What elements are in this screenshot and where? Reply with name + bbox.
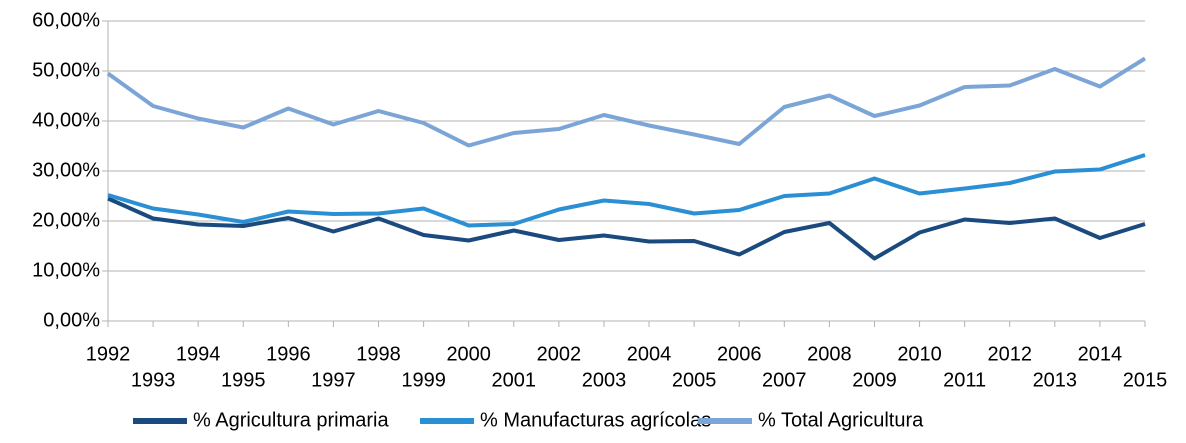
x-tick-label: 2003 — [582, 369, 627, 391]
x-tick-label: 1993 — [131, 369, 176, 391]
x-tick-label: 2001 — [492, 369, 537, 391]
x-tick-label: 2010 — [897, 343, 942, 365]
series-line — [107, 153, 1146, 228]
series-line — [106, 56, 1147, 148]
x-tick-label: 1995 — [221, 369, 266, 391]
legend-label: % Manufacturas agrícolas — [480, 409, 711, 431]
x-tick-label: 2002 — [537, 343, 582, 365]
x-tick-label: 2015 — [1123, 369, 1168, 391]
x-tick-label: 2013 — [1033, 369, 1078, 391]
x-tick-label: 2006 — [717, 343, 762, 365]
y-tick-label: 60,00% — [32, 9, 100, 31]
x-tick-label: 2008 — [807, 343, 852, 365]
x-tick-label: 1994 — [176, 343, 221, 365]
x-tick-label: 2014 — [1078, 343, 1123, 365]
x-tick-label: 1998 — [356, 343, 401, 365]
x-tick-label: 2004 — [627, 343, 672, 365]
x-tick-label: 2012 — [987, 343, 1032, 365]
y-tick-label: 10,00% — [32, 259, 100, 281]
x-tick-label: 2009 — [852, 369, 897, 391]
y-tick-label: 30,00% — [32, 159, 100, 181]
x-tick-label: 2007 — [762, 369, 807, 391]
x-tick-label: 1992 — [86, 343, 131, 365]
x-tick-label: 2005 — [672, 369, 717, 391]
x-tick-label: 2000 — [446, 343, 491, 365]
legend-label: % Total Agricultura — [758, 409, 924, 431]
y-tick-label: 40,00% — [32, 109, 100, 131]
x-tick-label: 1996 — [266, 343, 311, 365]
x-tick-label: 1997 — [311, 369, 356, 391]
y-tick-label: 0,00% — [43, 309, 100, 331]
y-tick-label: 50,00% — [32, 59, 100, 81]
x-tick-label: 2011 — [943, 369, 986, 391]
legend-label: % Agricultura primaria — [193, 409, 390, 431]
y-tick-label: 20,00% — [32, 209, 100, 231]
x-tick-label: 1999 — [401, 369, 446, 391]
series-line — [107, 196, 1146, 261]
